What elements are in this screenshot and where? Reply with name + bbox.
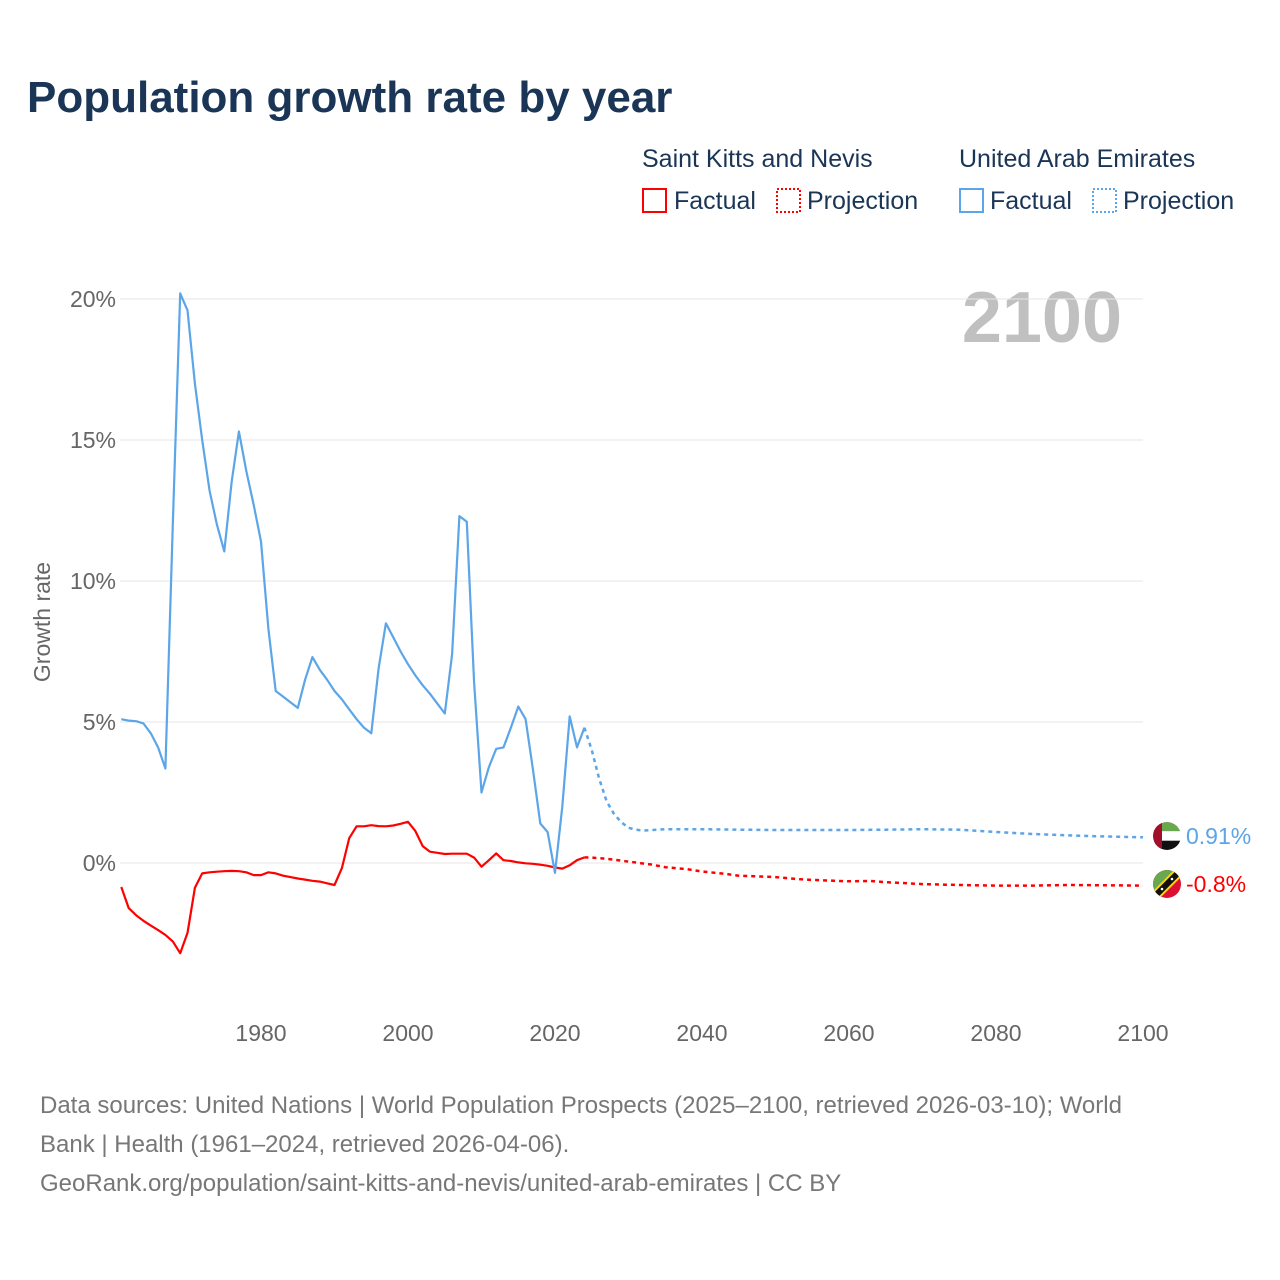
legend: Saint Kitts and Nevis Factual Projection… xyxy=(642,145,1234,215)
current-year-label: 2100 xyxy=(962,278,1122,358)
x-ticks: 1980 2000 2020 2040 2060 2080 2100 xyxy=(235,1020,1168,1046)
legend-uae-projection[interactable]: Projection xyxy=(1123,187,1234,215)
x-tick-label: 2060 xyxy=(823,1020,874,1046)
y-tick-label: 15% xyxy=(70,427,116,453)
footer: Data sources: United Nations | World Pop… xyxy=(40,1092,1122,1197)
legend-uae-factual[interactable]: Factual xyxy=(990,187,1072,215)
legend-swatch-skn-projection xyxy=(776,188,801,213)
x-tick-label: 1980 xyxy=(235,1020,286,1046)
skn-projection-line xyxy=(584,856,1144,887)
saint-kitts-flag-icon xyxy=(1153,870,1181,898)
footer-sources-line2: Bank | Health (1961–2024, retrieved 2026… xyxy=(40,1131,569,1158)
uae-projection-line xyxy=(583,727,1144,839)
uae-factual-line xyxy=(121,292,586,875)
y-tick-label: 0% xyxy=(83,850,116,876)
skn-factual-line xyxy=(120,820,585,955)
y-ticks: 0% 5% 10% 15% 20% xyxy=(70,286,116,876)
uae-end-label: 0.91% xyxy=(1186,823,1251,849)
series-lines xyxy=(120,292,1144,955)
skn-end-label: -0.8% xyxy=(1186,871,1246,897)
footer-link[interactable]: GeoRank.org/population/saint-kitts-and-n… xyxy=(40,1170,841,1197)
legend-swatch-skn-factual xyxy=(642,188,667,213)
chart-title: Population growth rate by year xyxy=(27,73,672,122)
y-axis-label: Growth rate xyxy=(29,562,55,682)
x-tick-label: 2040 xyxy=(676,1020,727,1046)
x-tick-label: 2100 xyxy=(1117,1020,1168,1046)
uae-flag-icon xyxy=(1153,822,1181,850)
legend-group-title-uae: United Arab Emirates xyxy=(959,145,1195,173)
legend-swatch-uae-projection xyxy=(1092,188,1117,213)
legend-skn-factual[interactable]: Factual xyxy=(674,187,756,215)
legend-group-title-skn: Saint Kitts and Nevis xyxy=(642,145,873,173)
gridlines xyxy=(120,298,1143,864)
x-tick-label: 2020 xyxy=(529,1020,580,1046)
y-tick-label: 20% xyxy=(70,286,116,312)
legend-swatch-uae-factual xyxy=(959,188,984,213)
x-tick-label: 2000 xyxy=(382,1020,433,1046)
x-tick-label: 2080 xyxy=(970,1020,1021,1046)
y-tick-label: 5% xyxy=(83,709,116,735)
footer-sources-line1: Data sources: United Nations | World Pop… xyxy=(40,1092,1122,1119)
legend-skn-projection[interactable]: Projection xyxy=(807,187,918,215)
y-tick-label: 10% xyxy=(70,568,116,594)
